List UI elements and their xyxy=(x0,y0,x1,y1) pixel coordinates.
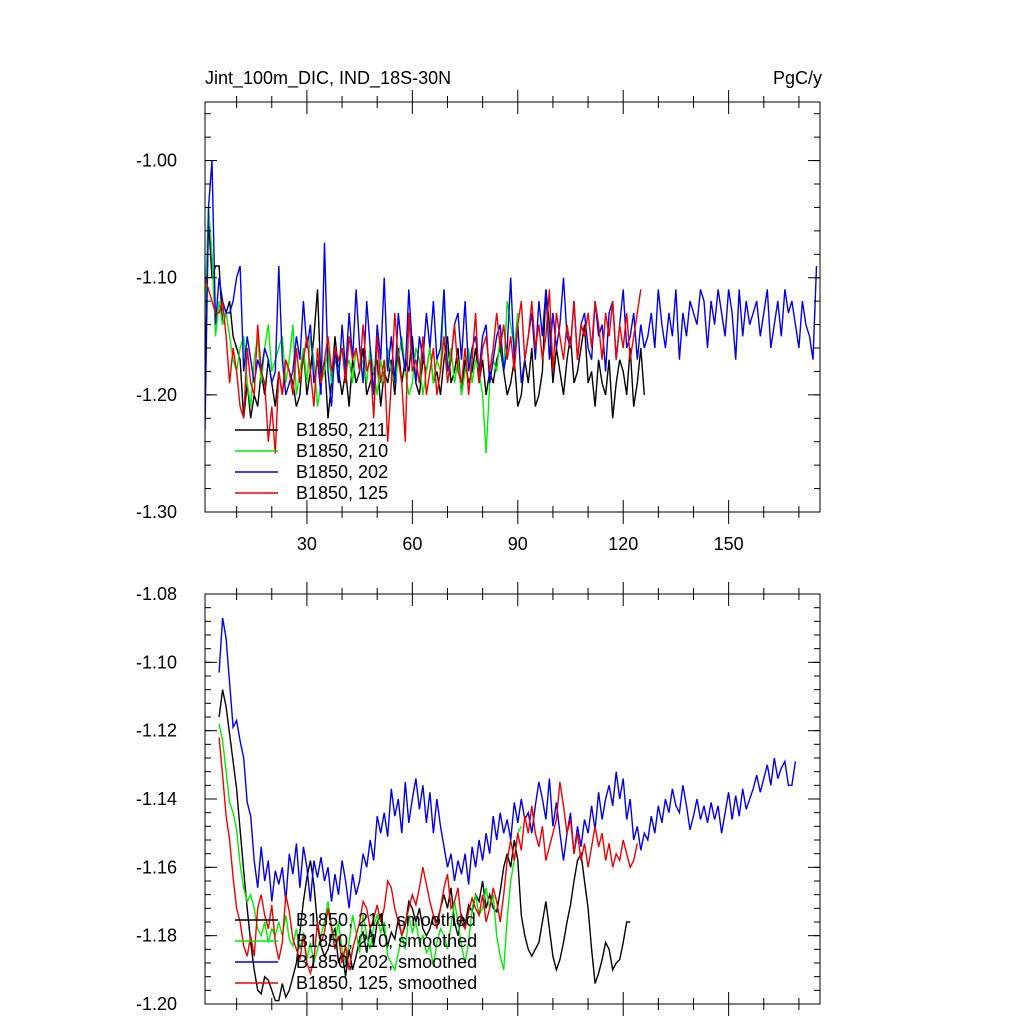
y-tick-label: -1.20 xyxy=(136,994,177,1014)
y-tick-label: -1.14 xyxy=(136,789,177,809)
plot-frame xyxy=(204,101,821,513)
series-line-4 xyxy=(218,737,638,976)
chart-units: PgC/y xyxy=(773,68,822,88)
legend-label: B1850, 210 xyxy=(296,441,388,461)
top-panel: 30 60 90 120 150 -1.00 -1.10 -1.20 -1.30 B1850, 2… xyxy=(136,90,821,554)
x-tick-label: 30 xyxy=(297,534,317,554)
x-tick-label: 60 xyxy=(402,534,422,554)
y-tick-label: -1.30 xyxy=(136,502,177,522)
series-line-3 xyxy=(205,160,818,431)
series-group xyxy=(205,160,818,454)
y-tick-label: -1.08 xyxy=(136,584,177,604)
series-line-1 xyxy=(205,219,645,419)
legend-label: B1850, 202, smoothed xyxy=(296,952,477,972)
y-tick-label: -1.12 xyxy=(136,721,177,741)
legend-label: B1850, 202 xyxy=(296,462,388,482)
legend-label: B1850, 125 xyxy=(296,483,388,503)
series-line-4 xyxy=(205,277,642,454)
series-line-2 xyxy=(205,207,519,454)
series-line-2 xyxy=(218,723,522,972)
legend-label: B1850, 211, smoothed xyxy=(296,910,476,930)
series-group xyxy=(218,617,797,1002)
chart-title: Jint_100m_DIC, IND_18S-30N xyxy=(205,68,451,89)
y-tick-label: -1.10 xyxy=(136,652,177,672)
y-tick-label: -1.10 xyxy=(136,268,177,288)
y-tick-label: -1.20 xyxy=(136,385,177,405)
x-tick-label: 90 xyxy=(508,534,528,554)
legend-label: B1850, 210, smoothed xyxy=(296,931,477,951)
x-tick-label: 120 xyxy=(608,534,638,554)
series-line-3 xyxy=(218,617,797,909)
legend-label: B1850, 211 xyxy=(296,420,387,440)
series-line-1 xyxy=(218,689,631,1002)
y-tick-label: -1.16 xyxy=(136,857,177,877)
y-tick-label: -1.00 xyxy=(136,151,177,171)
legend-label: B1850, 125, smoothed xyxy=(296,973,477,993)
x-tick-label: 150 xyxy=(714,534,744,554)
bottom-panel: -1.08 -1.10 -1.12 -1.14 -1.16 -1.18 -1.20 B1850… xyxy=(136,582,821,1016)
y-tick-label: -1.18 xyxy=(136,926,177,946)
